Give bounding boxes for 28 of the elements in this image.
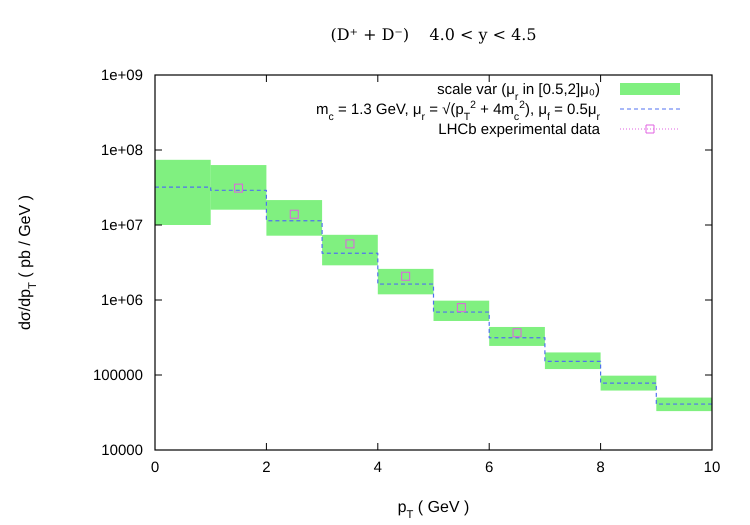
bar <box>600 376 656 391</box>
bar <box>544 352 601 370</box>
y-tick-label: 10000 <box>101 442 143 459</box>
point <box>401 272 410 281</box>
x-axis-title: p$_{T}$ ( GeV ) <box>398 499 470 521</box>
chart-title: (D⁺ + D⁻) 4.0 < y < 4.5 <box>330 25 537 44</box>
y-tick-label: 100000 <box>92 367 143 384</box>
x-tick-label: 8 <box>596 459 605 476</box>
bar <box>656 398 712 412</box>
bar <box>489 326 545 346</box>
x-tick-label: 4 <box>374 459 382 476</box>
point <box>234 184 244 193</box>
point <box>456 303 466 312</box>
point <box>345 239 354 248</box>
y-tick-label: 1e+08 <box>100 142 143 159</box>
point <box>512 328 522 338</box>
y-tick-label: 1e+07 <box>100 217 143 234</box>
bar <box>378 268 434 294</box>
x-tick-label: 2 <box>262 459 271 476</box>
x-tick-label: 10 <box>704 459 720 476</box>
bar <box>434 300 490 321</box>
text: m$_{c}$ = 1.3 GeV, μ$_{r}$ = √(p$_{T}$$^{2}$ + 4m$_{c}$$^{2}$), μ$_{f}$ = 0.5μ$_{r}$ <box>316 99 600 123</box>
x-tick-label: 6 <box>485 459 494 476</box>
legend-label: LHCb experimental data <box>438 121 601 138</box>
point <box>290 210 299 219</box>
y-tick-label: 1e+09 <box>100 67 143 84</box>
x-tick-label: 0 <box>150 459 160 476</box>
y-tick-label: 1e+06 <box>100 292 143 309</box>
